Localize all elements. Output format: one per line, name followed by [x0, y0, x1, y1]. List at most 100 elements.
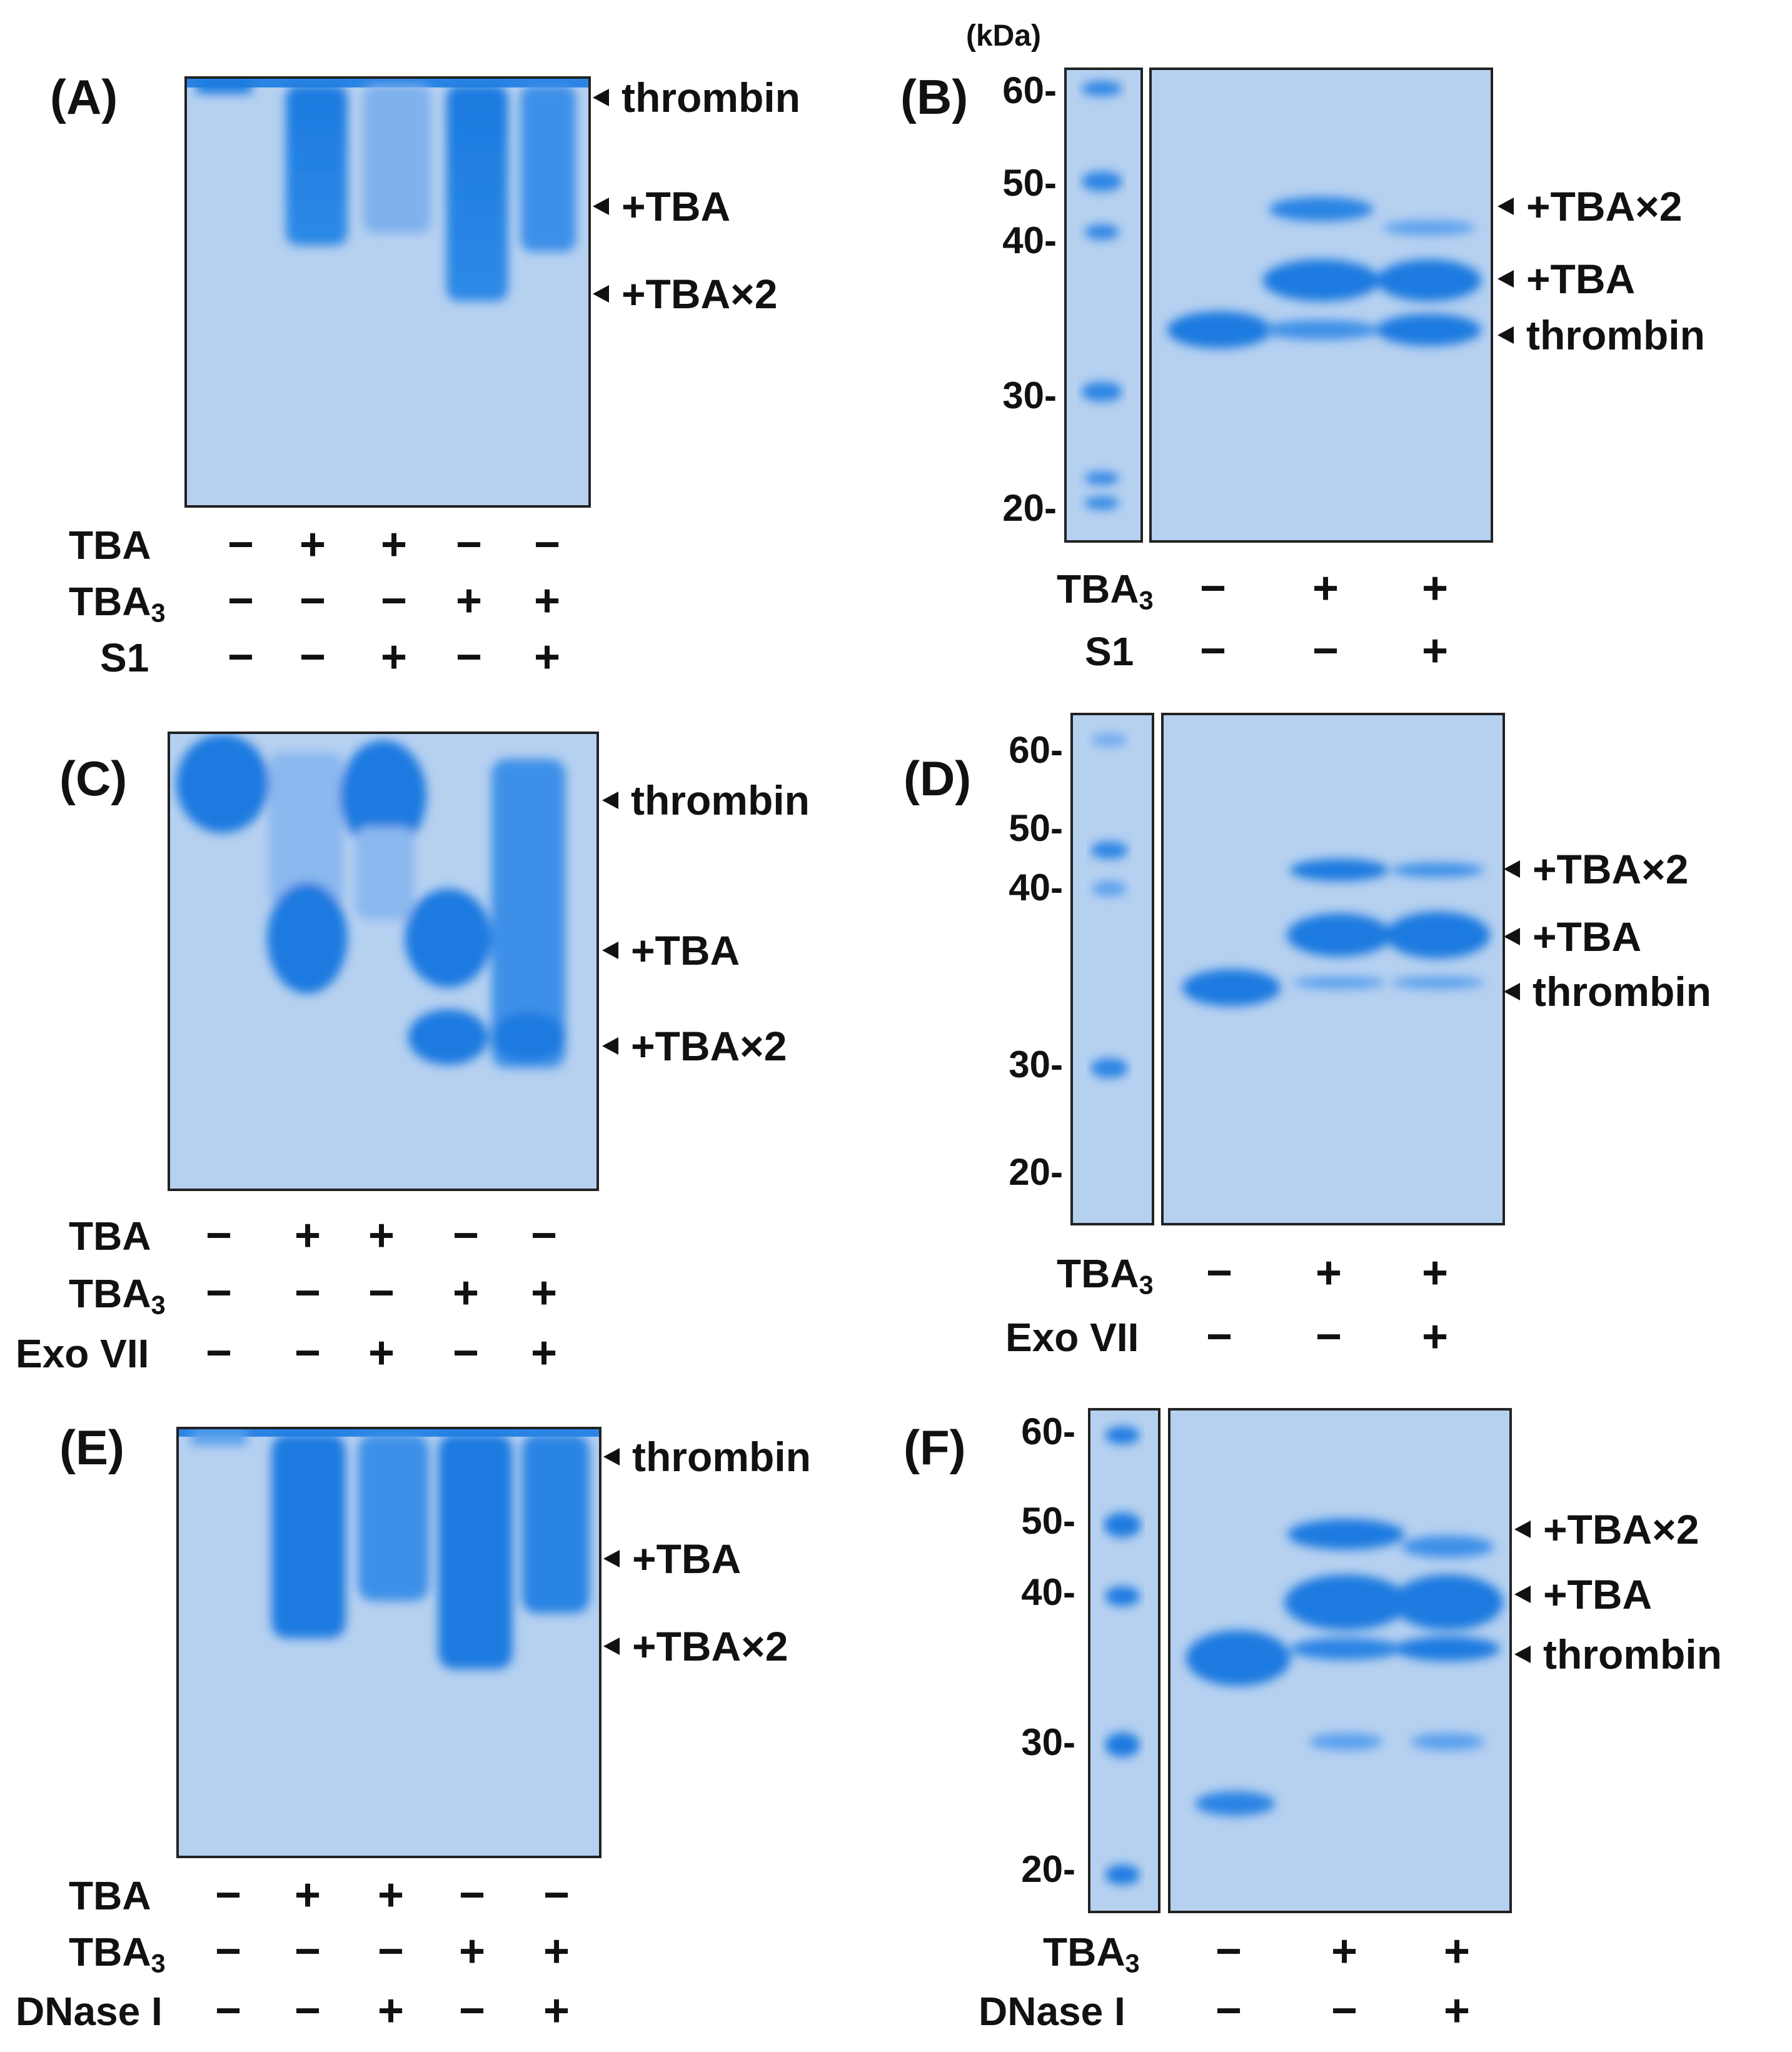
band-e-lane2-tba [271, 1434, 346, 1639]
mw-d-20: 20- [1009, 1151, 1063, 1193]
sign-e-r1-c1: − [294, 1926, 321, 1976]
label-a-tba: +TBA [593, 183, 730, 230]
sign-f-r1-c2: + [1443, 1986, 1471, 2036]
sign-a-r1-c3: + [455, 576, 483, 626]
label-c-thrombin: thrombin [602, 777, 810, 824]
band-c-lane3-smear [355, 827, 415, 920]
band-d-lane3-thrombin [1391, 976, 1484, 989]
row-e-tba: TBA [69, 1873, 151, 1918]
label-b-tba2: +TBA×2 [1498, 183, 1682, 230]
sign-e-r2-c3: − [458, 1986, 486, 2036]
panel-label-c: (C) [59, 751, 128, 806]
panel-label-b: (B) [900, 69, 969, 124]
sign-a-r2-c3: − [455, 632, 483, 682]
sign-e-r0-c4: − [543, 1870, 570, 1920]
band-d-lane3-tba2 [1391, 862, 1484, 878]
row-b-s1: S1 [1085, 629, 1134, 674]
label-c-tba: +TBA [602, 927, 740, 974]
band-b-lane1-thrombin [1167, 311, 1272, 349]
row-c-exovii: Exo VII [16, 1331, 149, 1376]
band-b-lane2-tba2 [1269, 196, 1374, 222]
mw-b-20: 20- [1002, 487, 1057, 529]
row-d-tba3: TBA3 [1057, 1251, 1154, 1300]
row-f-dnase: DNase I [979, 1989, 1125, 2034]
sign-e-r0-c2: + [377, 1870, 405, 1920]
sign-e-r0-c1: + [294, 1870, 321, 1920]
mw-f-40: 40- [1021, 1571, 1075, 1613]
sign-a-r0-c0: − [227, 520, 254, 570]
panel-label-d: (D) [904, 751, 972, 806]
sds-gel-d [1161, 713, 1505, 1225]
sign-c-r0-c2: + [368, 1210, 395, 1260]
sign-e-r1-c0: − [214, 1926, 242, 1976]
label-c-tba2: +TBA×2 [602, 1022, 787, 1070]
sign-a-r1-c4: + [533, 576, 561, 626]
row-f-tba3: TBA3 [1043, 1929, 1140, 1978]
band-a-lane2-tba [286, 84, 348, 246]
band-f-lane3-tba2 [1401, 1536, 1494, 1558]
sign-e-r2-c1: − [294, 1986, 321, 2036]
panel-label-a: (A) [50, 69, 118, 124]
sign-c-r0-c4: − [530, 1210, 558, 1260]
band-f-lane3-tba [1392, 1574, 1504, 1631]
sign-b-r1-c1: − [1312, 626, 1339, 676]
sign-f-r1-c0: − [1215, 1986, 1242, 2036]
label-a-tba2: +TBA×2 [593, 270, 777, 318]
label-d-tba2: +TBA×2 [1504, 845, 1688, 893]
sign-a-r0-c4: − [533, 520, 561, 570]
band-f-lane1-thrombin [1185, 1630, 1291, 1686]
label-f-tba2: +TBA×2 [1514, 1506, 1699, 1553]
sds-gel-f [1168, 1408, 1512, 1913]
row-a-tba: TBA [69, 523, 151, 568]
band-a-lane4-tba2 [446, 84, 508, 301]
band-d-lane2-tba2 [1290, 858, 1389, 882]
sign-c-r2-c0: − [205, 1328, 233, 1378]
band-c-lane1-thrombin [176, 734, 269, 833]
band-c-lane4-tba [405, 888, 491, 988]
sign-a-r0-c1: + [299, 520, 326, 570]
sign-d-r1-c2: + [1421, 1312, 1449, 1362]
label-b-tba: +TBA [1498, 255, 1635, 303]
band-e-lane4-tba2 [438, 1434, 513, 1669]
label-d-thrombin: thrombin [1504, 968, 1711, 1015]
row-e-tba3: TBA3 [69, 1929, 166, 1978]
marker-lane-f [1088, 1408, 1160, 1913]
sign-e-r1-c2: − [377, 1926, 405, 1976]
sign-c-r2-c3: − [452, 1328, 480, 1378]
native-gel-e [176, 1427, 602, 1858]
mw-d-60: 60- [1009, 729, 1063, 771]
band-b-lane3-tba [1376, 259, 1482, 302]
band-a-lane5-tba [520, 84, 576, 252]
mw-b-50: 50- [1002, 162, 1057, 204]
sign-b-r0-c0: − [1199, 563, 1227, 613]
sign-d-r1-c0: − [1206, 1312, 1233, 1362]
sign-c-r2-c1: − [294, 1328, 321, 1378]
row-a-tba3: TBA3 [69, 579, 166, 628]
sign-b-r0-c1: + [1312, 563, 1339, 613]
label-e-tba: +TBA [603, 1535, 741, 1582]
band-c-lane4-tba2 [408, 1009, 489, 1065]
band-f-lane3-thrombin [1395, 1636, 1501, 1661]
sign-d-r0-c2: + [1421, 1248, 1449, 1298]
sign-e-r2-c0: − [214, 1986, 242, 2036]
band-c-lane3-thrombin [340, 740, 427, 852]
mw-f-30: 30- [1021, 1721, 1075, 1763]
sign-d-r1-c1: − [1315, 1312, 1342, 1362]
label-e-thrombin: thrombin [603, 1433, 811, 1481]
sign-e-r0-c0: − [214, 1870, 242, 1920]
sign-f-r0-c1: + [1331, 1926, 1358, 1976]
label-e-tba2: +TBA×2 [603, 1622, 788, 1670]
sign-b-r1-c0: − [1199, 626, 1227, 676]
sign-d-r0-c1: + [1315, 1248, 1342, 1298]
sign-c-r1-c2: − [368, 1268, 395, 1318]
sign-a-r0-c3: − [455, 520, 483, 570]
band-c-lane2-smear [269, 752, 343, 907]
row-b-tba3: TBA3 [1057, 566, 1154, 615]
mw-f-50: 50- [1021, 1500, 1075, 1542]
band-b-lane2-thrombin [1262, 319, 1380, 340]
mw-f-20: 20- [1021, 1848, 1075, 1890]
sign-a-r2-c0: − [227, 632, 254, 682]
native-gel-c [168, 732, 599, 1191]
sign-c-r2-c4: + [530, 1328, 558, 1378]
band-d-lane2-tba [1287, 913, 1392, 957]
